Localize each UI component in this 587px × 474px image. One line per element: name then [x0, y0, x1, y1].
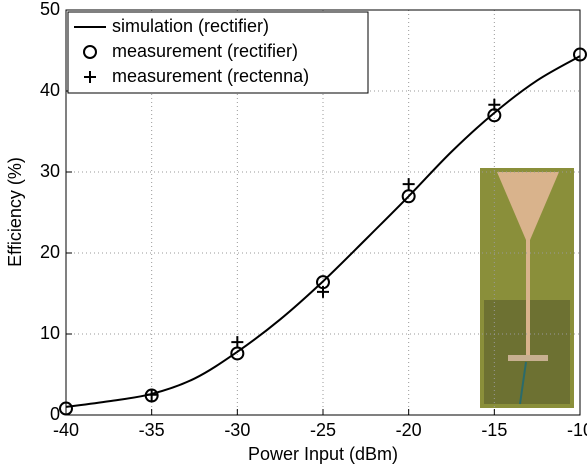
inset-photo	[480, 168, 574, 408]
y-tick-label: 40	[40, 80, 60, 100]
marker-circle	[59, 401, 73, 416]
x-axis-label: Power Input (dBm)	[248, 444, 398, 464]
x-tick-label: -10	[567, 420, 587, 440]
legend-label: simulation (rectifier)	[112, 16, 269, 36]
marker-plus	[145, 388, 158, 401]
legend-marker	[84, 71, 96, 83]
marker-plus	[317, 285, 329, 298]
plot-frame	[65, 9, 581, 416]
marker-circle	[401, 189, 416, 204]
marker-circle	[573, 47, 587, 62]
x-tick-label: -30	[224, 420, 250, 440]
legend-label: measurement (rectifier)	[112, 41, 298, 61]
x-tick-label: -40	[53, 420, 79, 440]
legend-box	[67, 11, 369, 94]
marker-plus	[231, 336, 244, 349]
legend-marker	[83, 45, 97, 59]
y-tick-label: 20	[40, 242, 60, 262]
x-tick-label: -25	[310, 420, 336, 440]
x-tick-label: -15	[481, 420, 507, 440]
marker-plus	[488, 98, 501, 111]
legend-label: measurement (rectenna)	[112, 66, 309, 86]
y-axis-label: Efficiency (%)	[5, 157, 25, 267]
x-tick-label: -20	[396, 420, 422, 440]
y-tick-label: 30	[40, 161, 60, 181]
y-tick-label: 0	[50, 404, 60, 424]
y-tick-label: 50	[40, 0, 60, 19]
x-tick-label: -35	[139, 420, 165, 440]
y-tick-label: 10	[40, 323, 60, 343]
marker-plus	[402, 178, 415, 191]
